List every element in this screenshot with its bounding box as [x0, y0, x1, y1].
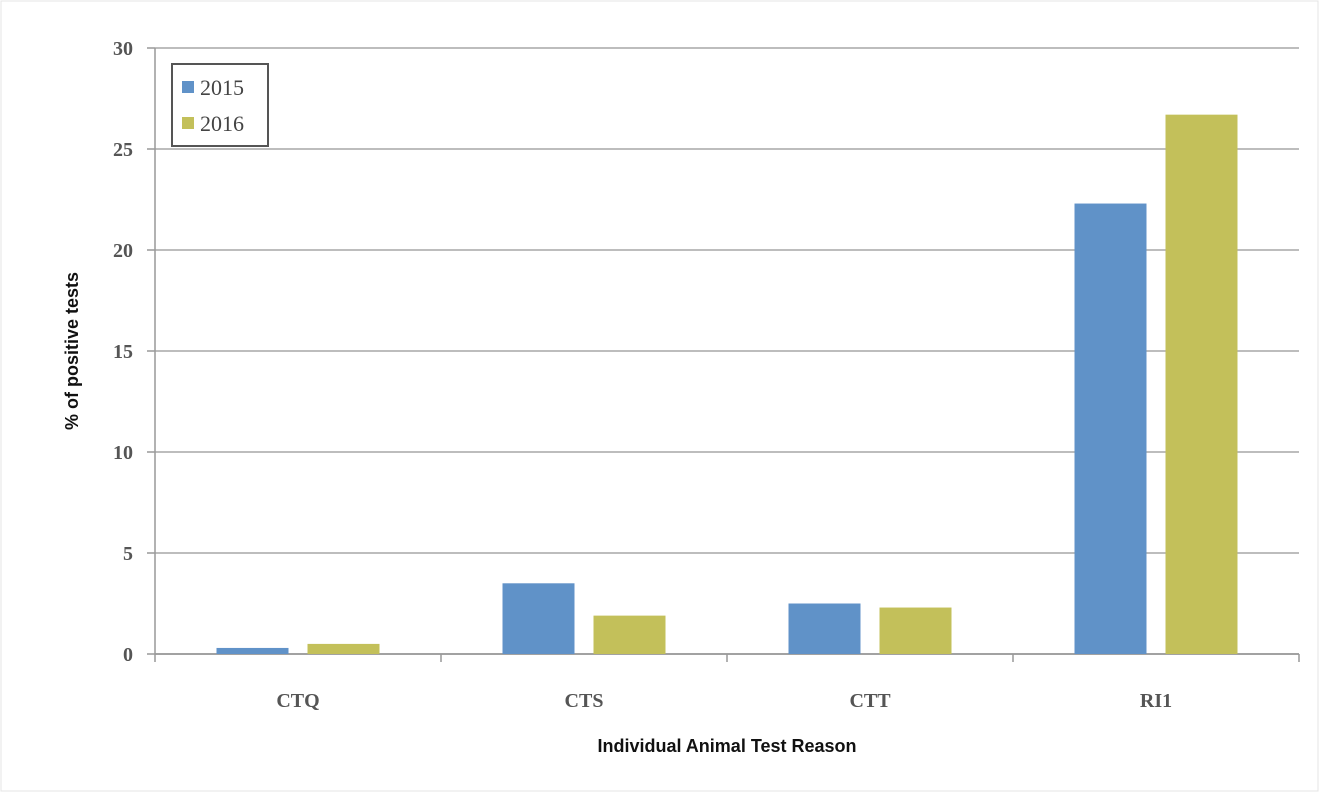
bar [216, 647, 289, 654]
legend-swatch [182, 81, 194, 93]
legend-swatch [182, 117, 194, 129]
y-tick-label: 0 [123, 644, 133, 666]
y-tick-label: 5 [123, 543, 133, 565]
bar [593, 615, 666, 654]
bar [307, 643, 380, 654]
x-tick-label: CTT [849, 690, 891, 712]
legend-label: 2016 [200, 111, 244, 136]
bar [1074, 203, 1147, 655]
y-axis-title: % of positive tests [62, 272, 82, 430]
y-tick-label: 20 [113, 240, 133, 262]
bar [502, 583, 575, 654]
x-axis-title: Individual Animal Test Reason [597, 736, 856, 756]
y-tick-label: 25 [113, 139, 133, 161]
x-tick-label: RI1 [1140, 690, 1172, 712]
legend-box [171, 63, 269, 147]
legend-label: 2015 [200, 75, 244, 100]
y-tick-label: 10 [113, 442, 133, 464]
bar [788, 603, 861, 654]
bar [879, 607, 952, 654]
x-tick-label: CTQ [276, 690, 319, 712]
bar [1165, 114, 1238, 654]
y-tick-label: 30 [113, 38, 133, 60]
y-tick-label: 15 [113, 341, 133, 363]
x-tick-label: CTS [565, 690, 604, 712]
